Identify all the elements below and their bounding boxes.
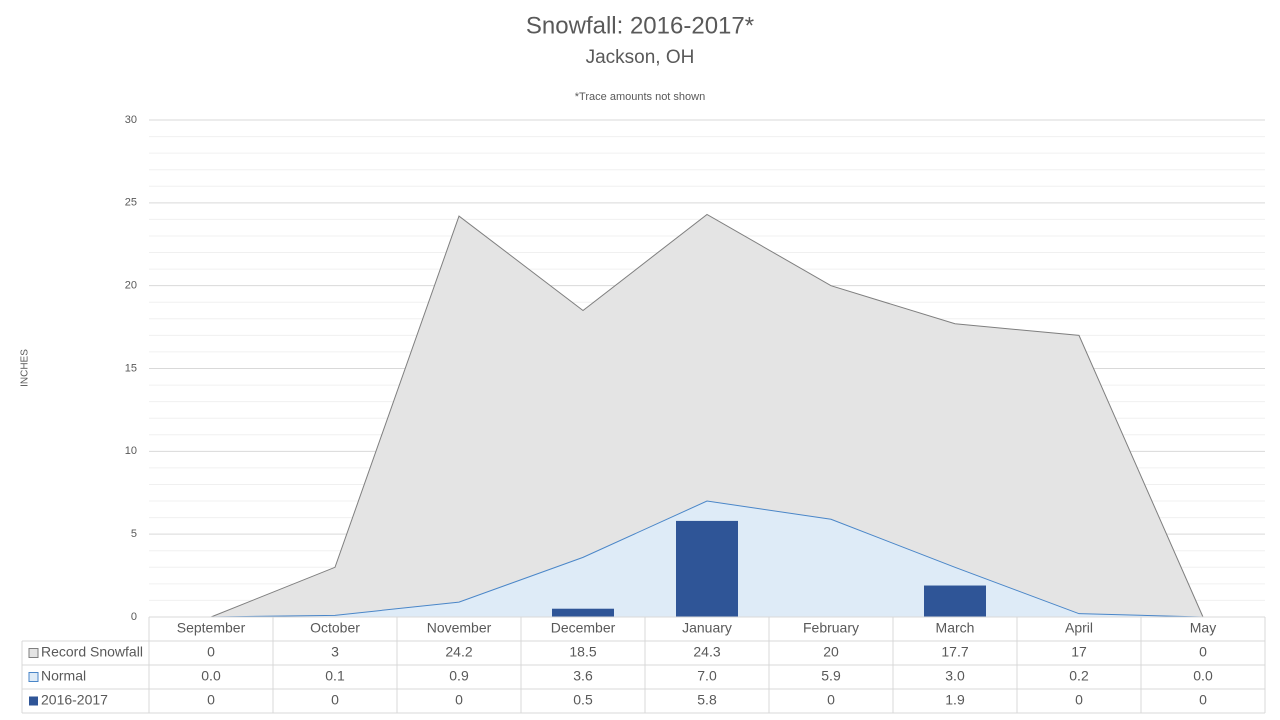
x-tick-label: December [551,620,616,636]
data-label: 3.6 [573,668,593,684]
data-label: 0 [1075,692,1083,708]
bar [552,608,614,617]
data-label: 0.9 [449,668,469,684]
data-label: 0 [331,692,339,708]
x-tick-label: September [177,620,246,636]
data-label: 17.7 [941,644,968,660]
y-tick-label: 5 [131,528,137,540]
data-label: 7.0 [697,668,717,684]
y-tick-label: 10 [125,445,137,457]
data-label: 1.9 [945,692,965,708]
data-label: 5.8 [697,692,717,708]
x-tick-label: March [936,620,975,636]
data-label: 3.0 [945,668,965,684]
bar [924,585,986,617]
data-label: 0.0 [201,668,221,684]
data-label: 24.2 [445,644,472,660]
area [211,214,1203,617]
legend-label: Record Snowfall [41,644,143,660]
data-label: 24.3 [693,644,720,660]
y-tick-label: 20 [125,280,137,292]
data-label: 0.1 [325,668,345,684]
y-tick-label: 0 [131,611,137,623]
x-tick-label: January [682,620,732,636]
area-line [210,213,1204,618]
bar [676,520,738,617]
data-label: 0 [207,692,215,708]
data-label: 5.9 [821,668,841,684]
data-label: 0.0 [1193,668,1213,684]
y-axis-label: INCHES [20,349,31,387]
x-tick-label: October [310,620,360,636]
area-line [210,500,1204,618]
x-tick-label: November [427,620,492,636]
data-label: 0 [1199,692,1207,708]
data-label: 3 [331,644,339,660]
chart-title: Snowfall: 2016-2017* [526,12,754,39]
data-label: 0 [455,692,463,708]
x-tick-label: May [1190,620,1216,636]
data-label: 0.5 [573,692,593,708]
legend-key [28,672,39,682]
y-tick-label: 25 [125,197,137,209]
data-label: 18.5 [569,644,596,660]
data-label: 17 [1071,644,1087,660]
x-tick-label: April [1065,620,1093,636]
y-tick-label: 15 [125,362,137,374]
x-tick-label: February [803,620,859,636]
annotation: *Trace amounts not shown [575,91,705,103]
y-tick-label: 30 [125,114,137,126]
chart-subtitle: Jackson, OH [586,47,695,68]
data-label: 20 [823,644,839,660]
legend-label: 2016-2017 [41,692,108,708]
data-label: 0.2 [1069,668,1089,684]
legend-key [28,648,39,658]
legend-label: Normal [41,668,86,684]
data-label: 0 [207,644,215,660]
data-label: 0 [1199,644,1207,660]
legend-key [29,696,38,706]
data-label: 0 [827,692,835,708]
